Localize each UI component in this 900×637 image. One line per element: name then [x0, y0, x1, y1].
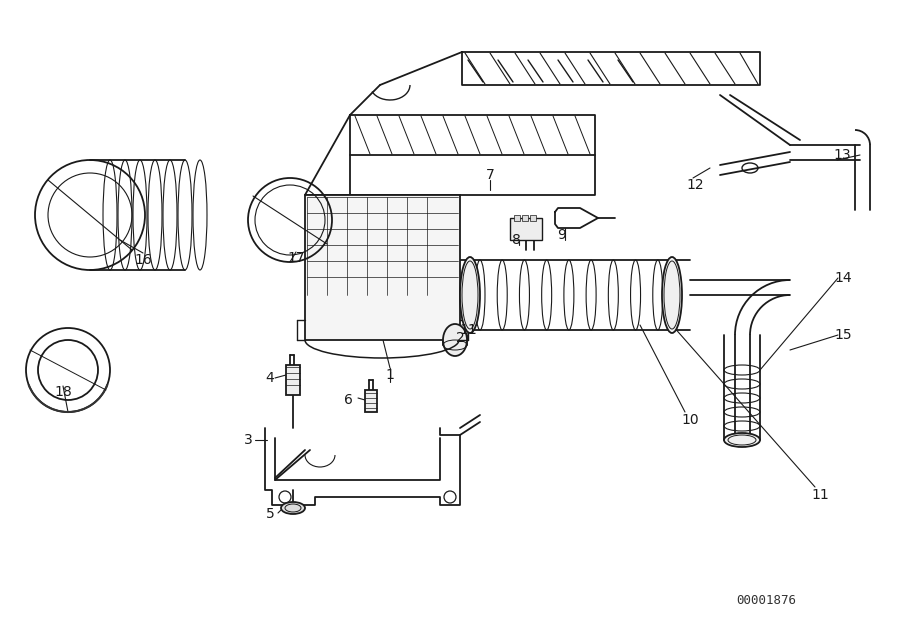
Text: 1: 1: [385, 368, 394, 382]
Text: 6: 6: [344, 393, 353, 407]
Text: 8: 8: [511, 233, 520, 247]
Text: 4: 4: [266, 371, 274, 385]
Text: 3: 3: [244, 433, 252, 447]
Text: 17: 17: [287, 251, 305, 265]
Text: 15: 15: [834, 328, 851, 342]
Bar: [305, 195, 460, 340]
Bar: [510, 218, 542, 240]
Ellipse shape: [281, 502, 305, 514]
Bar: [365, 390, 377, 412]
Text: 16: 16: [134, 253, 152, 267]
Bar: [522, 215, 528, 221]
Text: 2: 2: [455, 331, 464, 345]
Text: 9: 9: [558, 228, 566, 242]
Text: 12: 12: [686, 178, 704, 192]
Text: 00001876: 00001876: [736, 594, 796, 606]
Ellipse shape: [724, 433, 760, 447]
Text: 7: 7: [486, 168, 494, 182]
Text: 14: 14: [834, 271, 851, 285]
Bar: [530, 215, 536, 221]
Text: 18: 18: [54, 385, 72, 399]
Text: 10: 10: [681, 413, 698, 427]
Text: 5: 5: [266, 507, 274, 521]
Bar: [514, 215, 520, 221]
Ellipse shape: [443, 324, 467, 356]
Bar: [286, 365, 300, 395]
Text: 13: 13: [833, 148, 850, 162]
Ellipse shape: [460, 257, 480, 333]
Ellipse shape: [662, 257, 682, 333]
Text: 11: 11: [459, 323, 477, 337]
Text: 11: 11: [811, 488, 829, 502]
